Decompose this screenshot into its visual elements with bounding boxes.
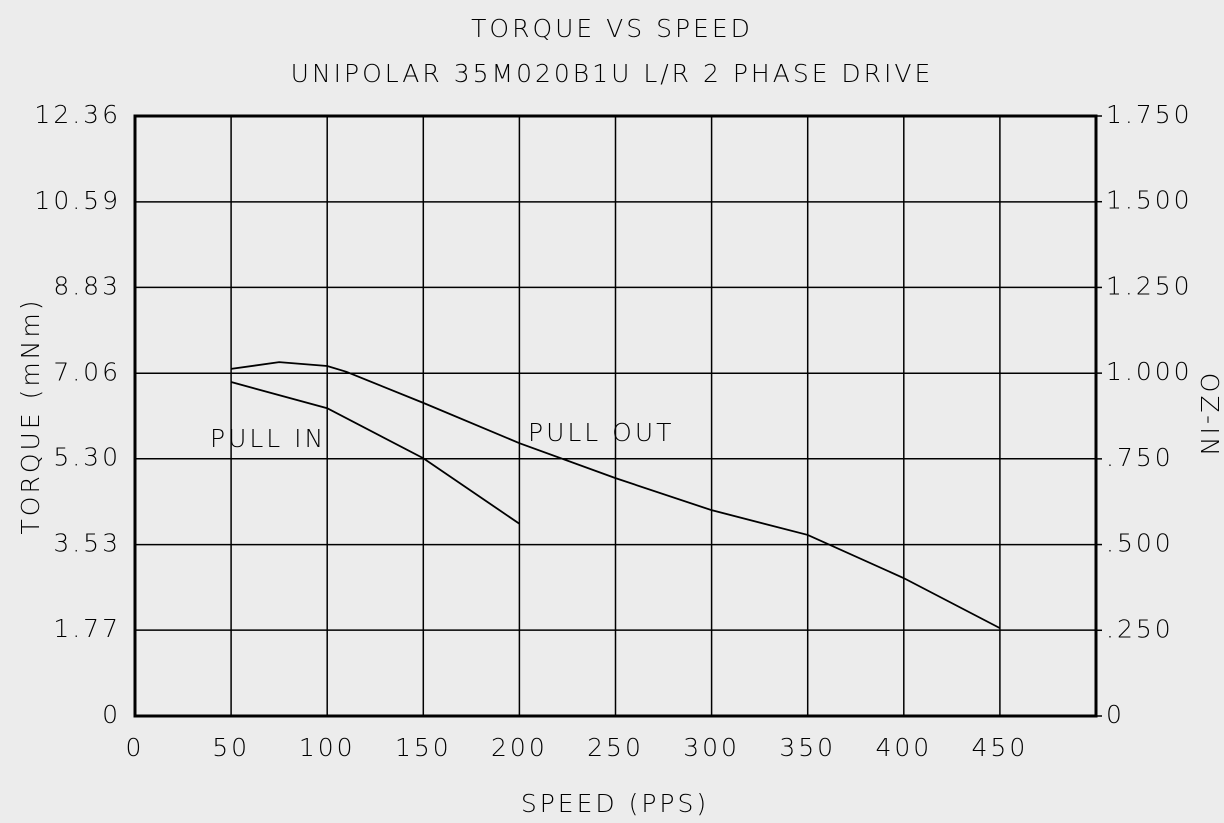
x-tick-label: 100 <box>299 733 356 762</box>
series-label: PULL OUT <box>528 418 674 447</box>
chart-title: TORQUE VS SPEED <box>471 14 753 43</box>
y2-tick-label: 1.750 <box>1106 100 1193 129</box>
y-tick-label: 12.36 <box>34 100 121 129</box>
y2-tick-label: 0 <box>1106 700 1125 729</box>
x-tick-label: 250 <box>587 733 644 762</box>
chart-subtitle: UNIPOLAR 35M020B1U L/R 2 PHASE DRIVE <box>291 59 934 88</box>
y-tick-label: 10.59 <box>34 186 121 215</box>
y2-tick-label: .750 <box>1106 443 1174 472</box>
series-line <box>230 381 520 525</box>
x-tick-label: 0 <box>126 733 145 762</box>
y2-tick-label: 1.500 <box>1106 186 1193 215</box>
x-tick-label: 350 <box>779 733 836 762</box>
y-tick-label: 1.77 <box>53 614 121 643</box>
y2-axis-label: OZ-IN <box>1195 373 1224 459</box>
y-tick-label: 8.83 <box>53 271 121 300</box>
y2-tick-label: 1.000 <box>1106 357 1193 386</box>
x-tick-label: 300 <box>683 733 740 762</box>
x-tick-label: 200 <box>491 733 548 762</box>
series-line <box>230 361 1001 629</box>
y-tick-label: 0 <box>102 700 121 729</box>
x-tick-label: 450 <box>972 733 1029 762</box>
x-tick-label: 400 <box>875 733 932 762</box>
y2-tick-label: .500 <box>1106 529 1174 558</box>
y-tick-label: 3.53 <box>53 529 121 558</box>
y-axis-label: TORQUE (mNm) <box>16 298 45 535</box>
x-axis-label: SPEED (PPS) <box>521 789 709 818</box>
x-tick-label: 50 <box>212 733 250 762</box>
y-tick-label: 7.06 <box>53 357 121 386</box>
plot-frame <box>133 114 1098 718</box>
x-tick-label: 150 <box>395 733 452 762</box>
y-tick-label: 5.30 <box>53 443 121 472</box>
y2-tick-label: 1.250 <box>1106 271 1193 300</box>
y2-tick-label: .250 <box>1106 614 1174 643</box>
series-label: PULL IN <box>210 424 326 453</box>
